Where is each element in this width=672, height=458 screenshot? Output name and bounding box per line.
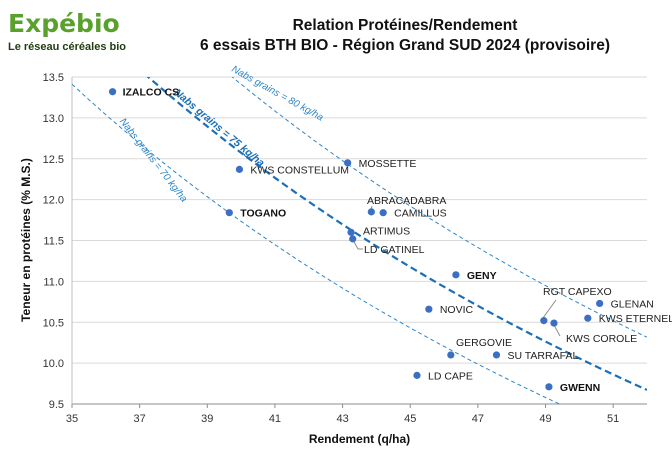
logo-name: Expébio [8,9,120,38]
nabs-curve-label-80: Nabs grains = 80 kg/ha [230,64,326,124]
x-tick-label: 35 [66,413,78,425]
label-leader [542,299,557,319]
nabs-curve-70 [72,83,561,404]
x-tick-label: 41 [269,413,281,425]
chart-title: Relation Protéines/Rendement 6 essais BT… [175,16,635,56]
nabs-curve-75 [146,77,647,391]
point-label: TOGANO [240,208,286,220]
nabs-curve-label-75: Nabs grains = 75 kg/ha [172,87,267,170]
point-label: RGT CAPEXO [543,286,612,298]
point-label: LD CAPE [428,370,473,382]
label-leader [553,324,561,337]
point-marker [367,208,375,216]
point-label: ABRACADABRA [367,195,446,207]
y-tick-label: 12.0 [43,195,64,207]
y-tick-label: 11.5 [43,236,64,248]
y-tick-label: 9.5 [49,399,64,411]
point-label: ARTIMUS [363,225,410,237]
point-marker [425,305,433,313]
gridlines [72,76,647,405]
y-tick-label: 11.0 [43,276,64,288]
point-labels: IZALCO CS KWS CONSTELLUM TOGANO MOSSETTE ABR… [123,87,672,394]
point-marker [550,319,558,327]
data-points [108,88,604,391]
x-tick-label: 43 [336,413,348,425]
point-marker [225,209,233,217]
point-label: IZALCO CS [123,87,180,99]
y-tick-label: 12.5 [43,154,64,166]
x-tick-label: 37 [134,413,146,425]
point-marker [447,351,455,359]
x-tick-label: 47 [472,413,484,425]
point-marker [413,371,421,379]
x-axis-label: Rendement (q/ha) [309,432,410,446]
point-marker [492,351,501,359]
point-label: NOVIC [440,304,474,316]
point-label: GLENAN [611,298,654,310]
point-marker [596,299,604,308]
point-marker [452,271,460,279]
nabs-curve-80 [231,77,647,338]
point-marker [108,88,117,96]
point-label: GERGOVIE [456,337,512,349]
y-tick-label: 13.5 [43,72,64,84]
point-label: CAMILLUS [394,208,447,220]
nabs-curve-label-70: Nabs grains = 70 kg/ha [117,116,189,204]
point-marker [347,228,355,236]
expebio-logo: Expébio Le réseau céréales bio [8,9,127,54]
chart-title-line-2: 6 essais BTH BIO - Région Grand SUD 2024… [199,37,610,54]
x-tick-label: 45 [404,413,416,425]
point-label: GWENN [560,382,600,394]
label-leader [352,239,363,250]
nabs-curves [72,77,647,404]
logo-tagline: Le réseau céréales bio [8,41,127,53]
chart-title-line-1: Relation Protéines/Rendement [292,17,518,34]
y-tick-label: 10.0 [43,358,64,370]
y-tick-label: 10.5 [43,317,64,329]
point-marker [379,209,387,217]
x-tick-label: 51 [607,413,619,425]
point-label: KWS ETERNEL [599,313,672,325]
point-label: KWS CONSTELLUM [250,164,349,176]
point-marker [344,159,352,167]
point-label: GENY [467,270,497,282]
point-marker [545,383,553,391]
x-tick-label: 39 [201,413,213,425]
y-tick-label: 13.0 [43,113,64,125]
x-tick-label: 49 [539,413,551,425]
point-label: KWS COROLE [566,333,637,345]
point-marker [349,235,357,243]
point-label: MOSSETTE [359,158,417,170]
point-label: SU TARRAFAL [507,350,578,362]
point-marker [235,165,244,173]
y-axis-label: Teneur en protéines (% M.S.) [19,158,33,322]
point-marker [540,317,548,325]
axes: 9.5 10.0 10.5 11.0 11.5 12.0 12.5 13.0 13.5 35 37 3… [43,72,647,425]
point-marker [584,314,592,322]
point-label: LD GATINEL [364,244,425,256]
